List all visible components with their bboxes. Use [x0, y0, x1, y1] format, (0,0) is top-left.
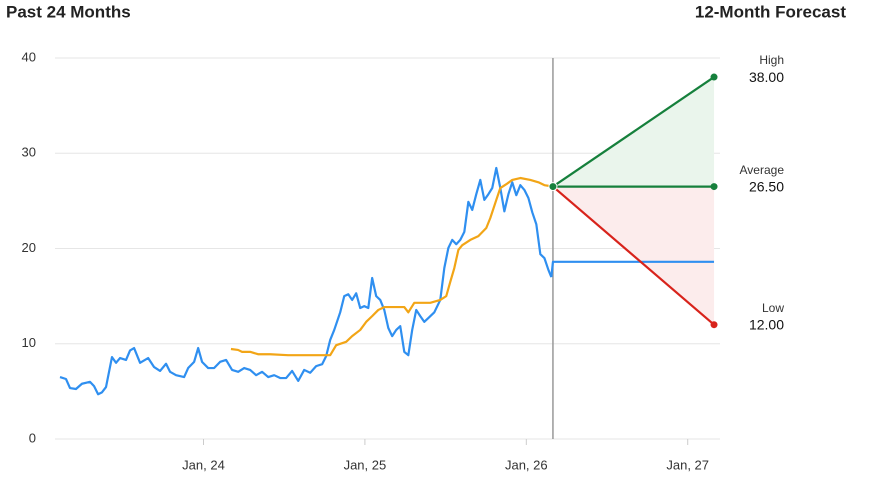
x-tick-label: Jan, 27 [666, 457, 709, 472]
y-tick-label: 0 [29, 430, 36, 445]
y-tick-label: 30 [22, 145, 36, 160]
forecast-point [710, 321, 718, 329]
forecast-label: Average [740, 163, 785, 177]
price-line [550, 260, 715, 278]
forecast-line [552, 76, 715, 188]
forecast-value: 38.00 [749, 69, 784, 85]
y-tick-label: 10 [22, 335, 36, 350]
forecast-title: 12-Month Forecast [695, 2, 846, 21]
x-tick-label: Jan, 25 [344, 457, 387, 472]
chart-title: Past 24 Months [6, 2, 131, 21]
forecast-line [552, 185, 715, 326]
x-tick-label: Jan, 24 [182, 457, 225, 472]
forecast-value: 12.00 [749, 316, 784, 332]
forecast-point [710, 73, 718, 81]
forecast-value: 26.50 [749, 178, 784, 194]
y-tick-label: 20 [22, 240, 36, 255]
x-tick-label: Jan, 26 [505, 457, 548, 472]
forecast-label: Low [762, 301, 784, 315]
forecast-point [710, 183, 718, 191]
forecast-start [548, 182, 558, 192]
y-tick-label: 40 [22, 49, 36, 64]
price-line [59, 166, 553, 396]
forecast-label: High [759, 53, 784, 67]
price-line [230, 176, 551, 357]
